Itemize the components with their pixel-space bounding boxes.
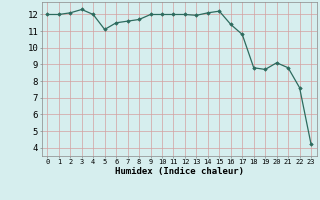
X-axis label: Humidex (Indice chaleur): Humidex (Indice chaleur): [115, 167, 244, 176]
